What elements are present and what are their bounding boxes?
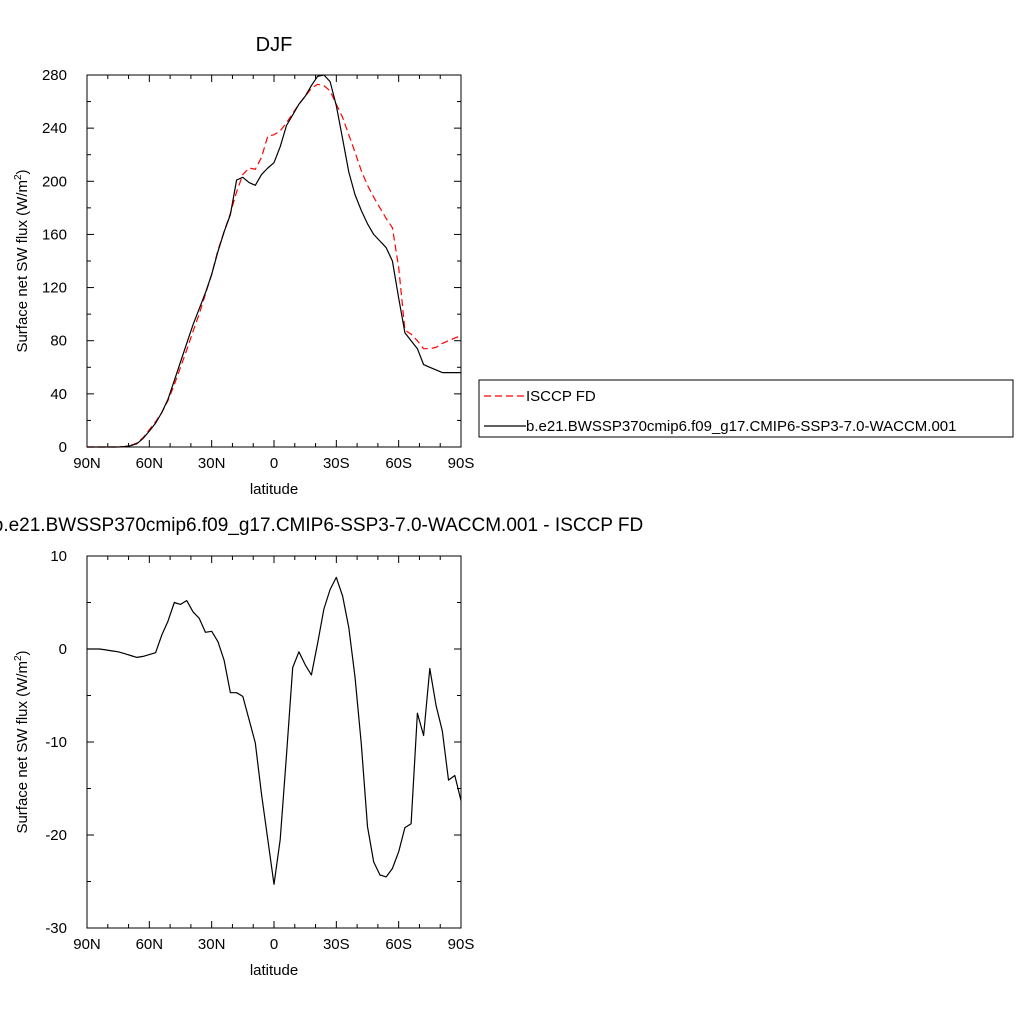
series-line-2 xyxy=(87,74,461,448)
y-tick-label: 0 xyxy=(59,439,67,456)
x-tick-label: 30N xyxy=(198,455,226,472)
x-axis-label: latitude xyxy=(250,962,298,979)
y-tick-label: 240 xyxy=(42,120,67,137)
y-tick-label: -20 xyxy=(45,827,67,844)
legend: ISCCP FD b.e21.BWSSP370cmip6.f09_g17.CMIP… xyxy=(478,379,1014,438)
y-tick-label: 280 xyxy=(42,67,67,84)
series-line-1 xyxy=(87,576,462,885)
x-tick-label: 90N xyxy=(73,936,101,953)
x-tick-label: 60S xyxy=(385,936,412,953)
y-tick-label: 10 xyxy=(50,548,67,565)
x-tick-label: 60N xyxy=(136,455,164,472)
legend-label-2: b.e21.BWSSP370cmip6.f09_g17.CMIP6-SSP3-7… xyxy=(526,418,956,435)
y-tick-label: 40 xyxy=(50,386,67,403)
legend-label-1: ISCCP FD xyxy=(526,388,596,405)
x-axis-label: latitude xyxy=(250,481,298,498)
plot-frame xyxy=(86,555,462,929)
y-tick-label: 120 xyxy=(42,280,67,297)
x-tick-label: 90S xyxy=(448,455,475,472)
x-tick-label: 30S xyxy=(323,455,350,472)
y-tick-label: -30 xyxy=(45,920,67,937)
chart-title: b.e21.BWSSP370cmip6.f09_g17.CMIP6-SSP3-7… xyxy=(0,515,643,536)
x-tick-label: 90N xyxy=(73,455,101,472)
plot-frame xyxy=(86,74,462,448)
x-tick-label: 60N xyxy=(136,936,164,953)
bottom-chart: b.e21.BWSSP370cmip6.f09_g17.CMIP6-SSP3-7… xyxy=(0,515,643,979)
y-tick-label: -10 xyxy=(45,734,67,751)
y-tick-label: 160 xyxy=(42,226,67,243)
y-tick-label: 200 xyxy=(42,173,67,190)
y-axis-label: Surface net SW flux (W/m2) xyxy=(13,650,31,833)
x-tick-label: 90S xyxy=(448,936,475,953)
chart-title: DJF xyxy=(256,34,293,56)
x-tick-label: 60S xyxy=(385,455,412,472)
series-line-1 xyxy=(87,83,462,448)
legend-box xyxy=(478,379,1014,438)
x-tick-label: 30S xyxy=(323,936,350,953)
x-tick-label: 30N xyxy=(198,936,226,953)
x-tick-label: 0 xyxy=(270,455,278,472)
y-axis-label: Surface net SW flux (W/m2) xyxy=(13,169,31,352)
y-tick-label: 0 xyxy=(59,641,67,658)
y-tick-label: 80 xyxy=(50,333,67,350)
x-tick-label: 0 xyxy=(270,936,278,953)
top-chart: DJF 90N 60N 30N 0 30S 60S 90S 0 40 80 120 160 200 240 2… xyxy=(13,34,1014,498)
